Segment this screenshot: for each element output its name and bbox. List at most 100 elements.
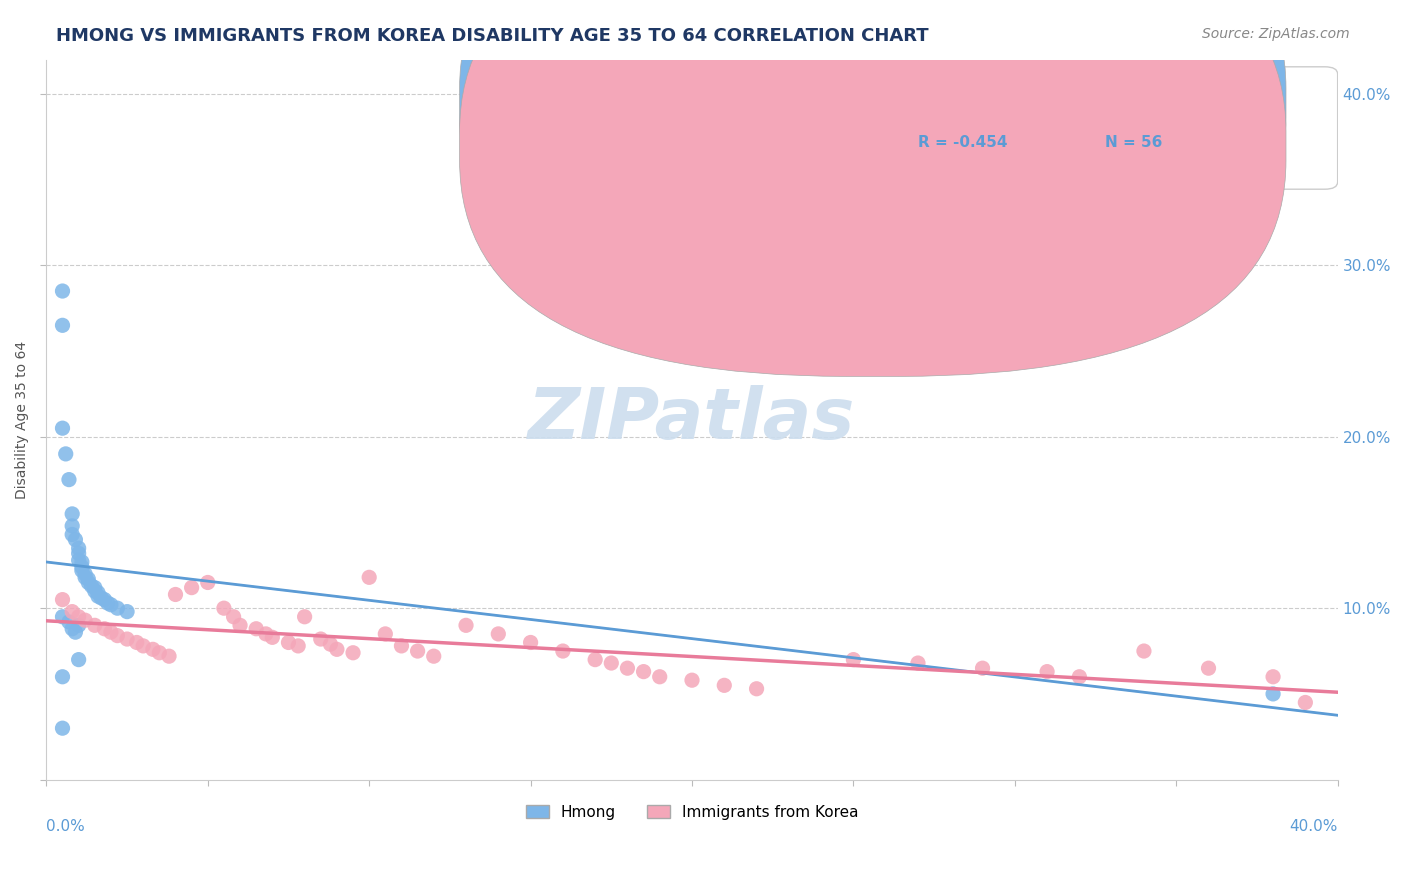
FancyBboxPatch shape — [460, 0, 1286, 376]
Point — [245, 622, 267, 636]
Point — [1261, 687, 1284, 701]
Point — [342, 646, 364, 660]
Point — [1133, 644, 1156, 658]
Text: HMONG VS IMMIGRANTS FROM KOREA DISABILITY AGE 35 TO 64 CORRELATION CHART: HMONG VS IMMIGRANTS FROM KOREA DISABILIT… — [56, 27, 929, 45]
Point — [254, 627, 277, 641]
Point — [93, 622, 115, 636]
Point — [1069, 670, 1091, 684]
Point — [105, 629, 128, 643]
Point — [648, 670, 671, 684]
Point — [51, 592, 73, 607]
Point — [67, 546, 90, 560]
Point — [70, 560, 93, 574]
Point — [115, 605, 138, 619]
Point — [80, 579, 103, 593]
Point — [1036, 665, 1059, 679]
Point — [454, 618, 477, 632]
Point — [406, 644, 429, 658]
Point — [60, 519, 83, 533]
Point — [67, 553, 90, 567]
Point — [1261, 670, 1284, 684]
Point — [51, 721, 73, 735]
Point — [75, 570, 97, 584]
Point — [1294, 696, 1316, 710]
Point — [51, 670, 73, 684]
Text: 40.0%: 40.0% — [1289, 819, 1337, 834]
Point — [1198, 661, 1220, 675]
Point — [713, 678, 735, 692]
Point — [262, 630, 284, 644]
Point — [180, 581, 202, 595]
Text: Source: ZipAtlas.com: Source: ZipAtlas.com — [1202, 27, 1350, 41]
Point — [422, 649, 444, 664]
Point — [486, 627, 509, 641]
Point — [97, 596, 120, 610]
Point — [67, 609, 90, 624]
Point — [222, 609, 245, 624]
Point — [294, 609, 316, 624]
Text: 0.0%: 0.0% — [46, 819, 86, 834]
Point — [551, 644, 574, 658]
Point — [907, 656, 929, 670]
Text: N = 56: N = 56 — [1105, 135, 1163, 150]
Point — [600, 656, 623, 670]
Point — [132, 639, 155, 653]
Point — [51, 318, 73, 333]
Point — [93, 592, 115, 607]
Point — [633, 665, 655, 679]
Point — [157, 649, 180, 664]
Point — [58, 473, 80, 487]
Point — [287, 639, 309, 653]
Point — [745, 681, 768, 696]
Point — [77, 572, 100, 586]
Text: R = -0.083: R = -0.083 — [918, 92, 1008, 107]
Point — [148, 646, 170, 660]
Point — [55, 447, 77, 461]
Point — [83, 584, 105, 599]
Point — [519, 635, 541, 649]
Point — [67, 652, 90, 666]
Point — [77, 575, 100, 590]
Point — [277, 635, 299, 649]
Point — [391, 639, 413, 653]
Point — [165, 587, 187, 601]
Point — [70, 564, 93, 578]
Point — [212, 601, 235, 615]
Point — [60, 507, 83, 521]
Point — [583, 652, 606, 666]
Point — [972, 661, 994, 675]
Point — [67, 618, 90, 632]
Point — [105, 601, 128, 615]
Point — [65, 625, 87, 640]
Point — [309, 632, 332, 646]
Point — [115, 632, 138, 646]
Point — [75, 566, 97, 581]
Point — [100, 625, 122, 640]
Point — [51, 609, 73, 624]
Point — [87, 589, 110, 603]
Point — [125, 635, 148, 649]
Point — [142, 642, 165, 657]
Point — [60, 605, 83, 619]
Point — [60, 527, 83, 541]
Point — [229, 618, 252, 632]
Point — [58, 615, 80, 629]
Text: N = 39: N = 39 — [1105, 92, 1163, 107]
Point — [87, 586, 110, 600]
Point — [75, 613, 97, 627]
Text: ZIPatlas: ZIPatlas — [529, 385, 856, 454]
Point — [326, 642, 349, 657]
Point — [65, 533, 87, 547]
Point — [681, 673, 703, 688]
Text: R = -0.454: R = -0.454 — [918, 135, 1008, 150]
FancyBboxPatch shape — [460, 0, 1286, 334]
Legend: Hmong, Immigrants from Korea: Hmong, Immigrants from Korea — [520, 798, 865, 826]
Point — [197, 575, 219, 590]
Point — [60, 622, 83, 636]
Y-axis label: Disability Age 35 to 64: Disability Age 35 to 64 — [15, 341, 30, 499]
Point — [51, 284, 73, 298]
Point — [51, 421, 73, 435]
Point — [67, 541, 90, 556]
FancyBboxPatch shape — [821, 67, 1337, 189]
Point — [616, 661, 638, 675]
